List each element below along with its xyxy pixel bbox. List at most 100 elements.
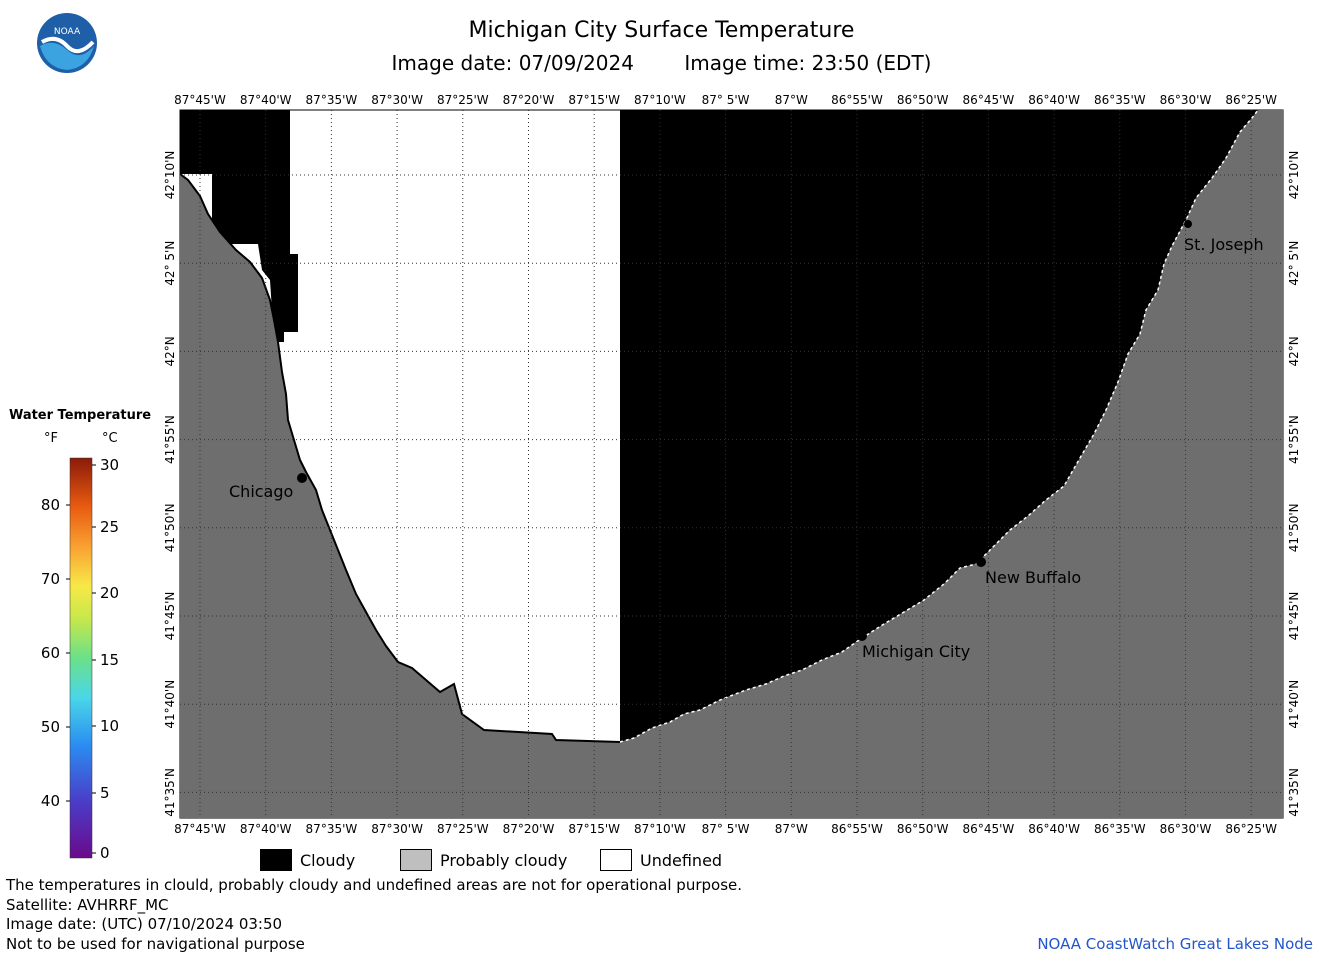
lat-tick-label: 41°50'N [1287,503,1301,552]
lon-tick-label: 86°45'W [963,822,1015,836]
key-undefined-label: Undefined [640,850,723,870]
c-tick-label: 5 [100,784,110,802]
lat-tick-label: 41°40'N [163,680,177,729]
key-probably-cloudy-label: Probably cloudy [440,850,568,870]
lon-tick-label: 87°45'W [174,822,226,836]
c-tick-label: 15 [100,651,119,669]
lat-tick-label: 42°10'N [163,151,177,200]
lon-tick-label: 86°30'W [1160,822,1212,836]
f-tick-label: 50 [41,718,60,736]
lon-tick-label: 87°45'W [174,93,226,107]
lon-tick-label: 86°40'W [1028,822,1080,836]
lon-tick-label: 87°40'W [240,93,292,107]
lon-tick-label: 86°50'W [897,93,949,107]
city-st-joseph: St. Joseph [1184,220,1264,254]
note-utc-date: Image date: (UTC) 07/10/2024 03:50 [6,915,283,933]
image-date-label: Image date: 07/09/2024 [391,51,634,75]
lon-tick-label: 86°55'W [831,93,883,107]
lon-tick-label: 87°25'W [437,822,489,836]
lat-tick-label: 41°55'N [163,415,177,464]
key-cloudy-label: Cloudy [300,850,356,870]
undefined-swatch [600,849,632,871]
lat-tick-label: 42°10'N [1287,151,1301,200]
lon-tick-label: 86°25'W [1225,93,1277,107]
lat-tick-label: 41°45'N [163,592,177,641]
lat-tick-label: 41°55'N [1287,415,1301,464]
lat-tick-label: 41°35'N [1287,768,1301,817]
latitude-labels-left: 42°10'N 42° 5'N 42°N 41°55'N 41°50'N 41°45'N 4… [163,151,177,817]
lon-tick-label: 86°50'W [897,822,949,836]
lat-tick-label: 42° 5'N [163,241,177,286]
shoreline-east [619,109,1259,743]
key-probably-cloudy: Probably cloudy [400,849,567,871]
lon-tick-label: 86°30'W [1160,93,1212,107]
logo-text: NOAA [54,27,81,37]
lon-tick-label: 86°55'W [831,822,883,836]
lon-tick-label: 87°35'W [306,822,358,836]
city-chicago: Chicago [229,473,307,501]
temperature-colorbar [69,457,93,859]
probably-cloudy-swatch [400,849,432,871]
credit-link[interactable]: NOAA CoastWatch Great Lakes Node [1037,935,1313,953]
lon-tick-label: 87° 5'W [702,93,750,107]
lat-tick-label: 42° 5'N [1287,241,1301,286]
shoreline-west [179,173,621,743]
lon-tick-label: 86°35'W [1094,822,1146,836]
probably-cloudy-area [180,110,1283,818]
lon-tick-label: 87°10'W [634,93,686,107]
latitude-labels-right: 42°10'N 42° 5'N 42°N 41°55'N 41°50'N 41°45'N 4… [1287,151,1301,817]
lon-tick-label: 87° 5'W [702,822,750,836]
lon-tick-label: 87°10'W [634,822,686,836]
lat-tick-label: 41°45'N [1287,592,1301,641]
lon-tick-label: 87°W [775,822,808,836]
lon-tick-label: 87°20'W [503,822,555,836]
lon-tick-label: 87°40'W [240,822,292,836]
f-tick-label: 80 [41,496,60,514]
lon-tick-label: 87°W [775,93,808,107]
fahrenheit-ticks: 80 70 60 50 40 [41,496,70,810]
lon-tick-label: 87°30'W [371,822,423,836]
c-tick-label: 25 [100,518,119,536]
key-cloudy: Cloudy [260,849,355,871]
lat-tick-label: 41°50'N [163,503,177,552]
city-new-buffalo: New Buffalo [976,557,1081,587]
c-tick-label: 30 [100,456,119,474]
lon-tick-label: 86°35'W [1094,93,1146,107]
f-tick-label: 60 [41,644,60,662]
lon-tick-label: 87°15'W [568,822,620,836]
lon-tick-label: 86°25'W [1225,822,1277,836]
lon-tick-label: 87°15'W [568,93,620,107]
page-subtitle: Image date: 07/09/2024 Image time: 23:50… [0,51,1323,75]
note-satellite: Satellite: AVHRRF_MC [6,896,169,914]
cloudy-area-west [180,110,298,342]
legend-title: Water Temperature [8,408,152,423]
lon-tick-label: 86°40'W [1028,93,1080,107]
celsius-ticks: 30 25 20 15 10 5 0 [92,456,119,862]
longitude-labels-top: 87°45'W 87°40'W 87°35'W 87°30'W 87°25'W 87°20… [174,93,1277,107]
city-label: Michigan City [862,642,970,661]
lon-tick-label: 86°45'W [963,93,1015,107]
legend-f-label: °F [44,431,58,446]
lat-tick-label: 42°N [163,336,177,366]
cloudy-area-east [620,110,1258,742]
lon-tick-label: 87°35'W [306,93,358,107]
lon-tick-label: 87°25'W [437,93,489,107]
lon-tick-label: 87°20'W [503,93,555,107]
noaa-logo-icon: NOAA [37,13,97,73]
city-michigan-city: Michigan City [857,631,970,661]
c-tick-label: 0 [100,844,110,862]
f-tick-label: 70 [41,570,60,588]
cloudy-swatch [260,849,292,871]
lon-tick-label: 87°30'W [371,93,423,107]
c-tick-label: 10 [100,717,119,735]
note-navigation: Not to be used for navigational purpose [6,935,305,953]
page-title: Michigan City Surface Temperature [468,18,855,43]
image-time-label: Image time: 23:50 (EDT) [684,51,932,75]
note-disclaimer: The temperatures in clould, probably clo… [6,876,743,894]
key-undefined: Undefined [600,849,722,871]
lat-tick-label: 41°35'N [163,768,177,817]
c-tick-label: 20 [100,584,119,602]
lat-tick-label: 41°40'N [1287,680,1301,729]
city-label: St. Joseph [1184,235,1264,254]
